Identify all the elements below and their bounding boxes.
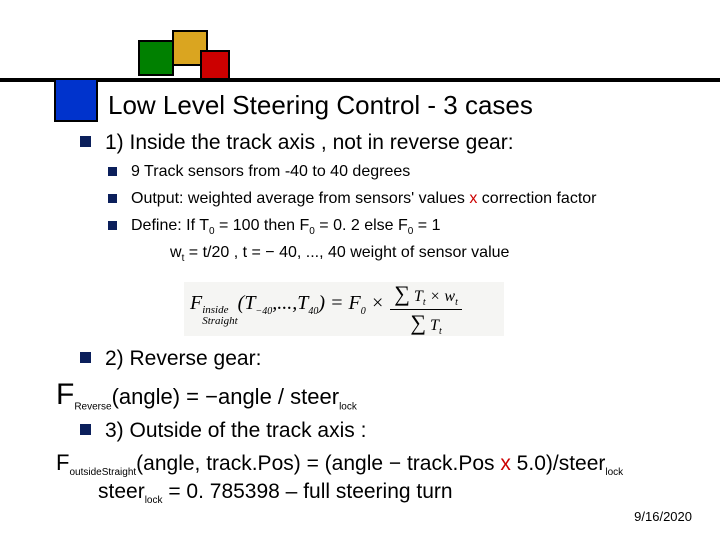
c3end: 5.0)/steer: [511, 452, 606, 475]
c1s3c: = 0. 2 else F: [315, 217, 408, 234]
case1-sub2-b: correction factor: [477, 190, 596, 207]
bullet-icon: [108, 167, 117, 176]
eq-aend: ) = F: [318, 292, 360, 314]
page-title: Low Level Steering Control - 3 cases: [108, 90, 533, 121]
c2F: F: [56, 378, 74, 411]
sigma-icon: ∑: [410, 310, 426, 335]
c3l3lock: lock: [145, 496, 163, 507]
case1-sub2-a: Output: weighted average from sensors' v…: [131, 190, 469, 207]
c3x: x: [500, 452, 511, 475]
c1s4b: = t/20 , t = − 40, ..., 40 weight of sen…: [184, 244, 509, 261]
logo-block-red: [200, 50, 230, 80]
eq-db: T: [426, 317, 439, 334]
c1s3a: Define: If T: [131, 217, 209, 234]
c3l3b: = 0. 785398 – full steering turn: [162, 480, 452, 503]
bullet-icon: [80, 424, 91, 435]
case3-heading-row: 3) Outside of the track axis :: [80, 418, 686, 444]
c2lock: lock: [339, 402, 357, 413]
eqF: F: [190, 292, 202, 314]
c3F: F: [56, 450, 69, 475]
logo-block-blue: [54, 78, 98, 122]
content-area: 1) Inside the track axis , not in revers…: [80, 130, 680, 268]
eq-num: ∑ Tt × wt: [390, 281, 462, 308]
eq-amid: ,...,T: [272, 292, 308, 314]
eq-ntimes: × w: [426, 288, 455, 305]
eq-dt: t: [439, 326, 442, 337]
sigma-icon: ∑: [394, 281, 410, 306]
case1-sub3: Define: If T0 = 100 then F0 = 0. 2 else …: [131, 216, 440, 238]
case1-sub1-row: 9 Track sensors from -40 to 40 degrees: [108, 162, 680, 183]
case2-block: 2) Reverse gear: FReverse(angle) = −angl…: [80, 346, 680, 413]
case3-heading: 3) Outside of the track axis :: [105, 418, 366, 444]
bullet-icon: [108, 221, 117, 230]
eq-nb: T: [410, 288, 423, 305]
eq-left: FinsideStraight(T−40,...,T40) = F0 ×: [190, 292, 384, 327]
case2-formula: FReverse(angle) = −angle / steerlock: [56, 378, 680, 412]
case1-heading: 1) Inside the track axis , not in revers…: [105, 130, 514, 156]
c3mid: (angle, track.Pos) = (angle − track.Pos: [136, 452, 500, 475]
case2-heading: 2) Reverse gear:: [105, 346, 261, 372]
c2rest: (angle) = −angle / steer: [112, 384, 339, 409]
eq-sub: Straight: [202, 316, 237, 327]
case1-sub2: Output: weighted average from sensors' v…: [131, 189, 597, 210]
case1-sub3-row: Define: If T0 = 100 then F0 = 0. 2 else …: [108, 216, 680, 238]
c3sub: outsideStraight: [69, 467, 136, 478]
eq-nwt: t: [455, 298, 458, 309]
bullet-icon: [108, 194, 117, 203]
case1-sub1: 9 Track sensors from -40 to 40 degrees: [131, 162, 410, 183]
eq-sup: inside: [202, 305, 237, 316]
logo-block-green: [138, 40, 174, 76]
c1s4a: w: [170, 244, 182, 261]
eq-args: (T: [238, 292, 256, 314]
eq-fraction: ∑ Tt × wt ∑ Tt: [390, 281, 462, 336]
case3-formula: FoutsideStraight(angle, track.Pos) = (an…: [56, 450, 686, 478]
bullet-icon: [80, 352, 91, 363]
case1-sub4: wt = t/20 , t = − 40, ..., 40 weight of …: [170, 244, 680, 264]
case3-block: 3) Outside of the track axis : FoutsideS…: [56, 418, 686, 507]
header-rule: [0, 78, 720, 82]
c3lock: lock: [605, 467, 623, 478]
eq-as1: −40: [255, 306, 272, 317]
bullet-icon: [80, 136, 91, 147]
case2-heading-row: 2) Reverse gear:: [80, 346, 680, 372]
c2sub: Reverse: [74, 402, 111, 413]
eq-den: ∑ Tt: [406, 310, 445, 337]
case3-steerlock: steerlock = 0. 785398 – full steering tu…: [98, 480, 686, 506]
equation-inside-straight: FinsideStraight(T−40,...,T40) = F0 × ∑ T…: [184, 282, 504, 336]
c3l3a: steer: [98, 480, 145, 503]
c1s3b: = 100 then F: [215, 217, 310, 234]
case1-heading-row: 1) Inside the track axis , not in revers…: [80, 130, 680, 156]
case1-sub2-row: Output: weighted average from sensors' v…: [108, 189, 680, 210]
eq-as2: 40: [308, 306, 318, 317]
eq-times: ×: [366, 292, 385, 314]
c1s3d: = 1: [413, 217, 440, 234]
footer-date: 9/16/2020: [634, 509, 692, 524]
